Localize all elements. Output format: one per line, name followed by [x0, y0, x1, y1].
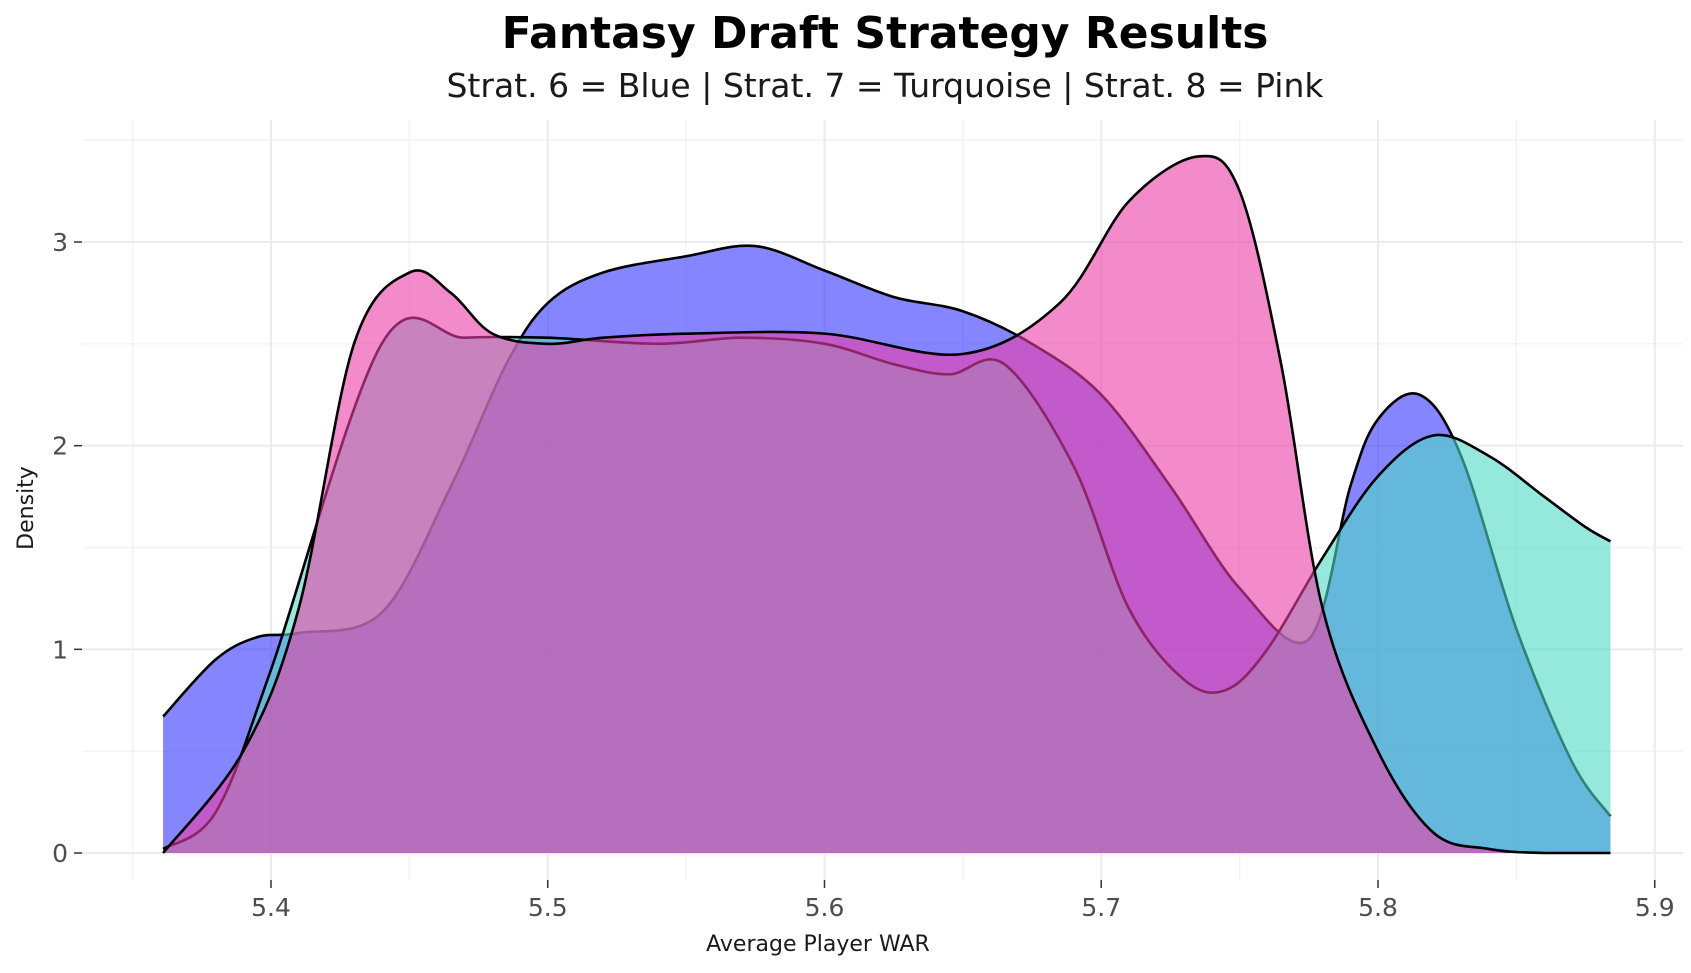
- x-axis-title: Average Player WAR: [706, 932, 930, 957]
- x-tick-label: 5.9: [1635, 893, 1675, 922]
- x-tick-label: 5.6: [805, 893, 845, 922]
- y-axis-title: Density: [14, 466, 39, 550]
- axes: 5.4 5.5 5.6 5.7 5.8 5.9 0 1 2 3: [52, 228, 1675, 922]
- x-tick-label: 5.5: [528, 893, 568, 922]
- x-tick-label: 5.8: [1358, 893, 1398, 922]
- y-tick-label: 2: [52, 432, 68, 461]
- density-outline-pink: [162, 154, 1611, 855]
- chart-title: Fantasy Draft Strategy Results: [502, 8, 1269, 59]
- y-tick-label: 1: [52, 635, 68, 664]
- x-tick-label: 5.7: [1081, 893, 1121, 922]
- density-area-pink: [163, 156, 1611, 853]
- y-tick-label: 0: [52, 839, 68, 868]
- x-tick-label: 5.4: [251, 893, 291, 922]
- density-areas: [162, 154, 1612, 855]
- chart-subtitle: Strat. 6 = Blue | Strat. 7 = Turquoise |…: [446, 66, 1324, 105]
- y-tick-label: 3: [52, 228, 68, 257]
